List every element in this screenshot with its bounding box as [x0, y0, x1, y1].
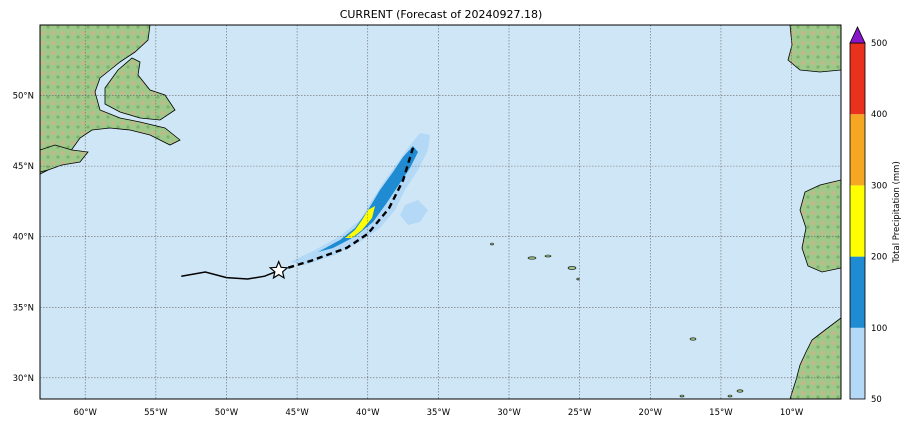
land-ireland: [787, 25, 841, 73]
longitude-tick-label: 55°W: [144, 408, 168, 418]
latitude-tick-label: 30°N: [13, 374, 34, 384]
longitude-tick-label: 15°W: [709, 408, 733, 418]
azores-islands: [490, 242, 580, 281]
land-newfoundland: [104, 57, 176, 121]
latitude-tick-label: 40°N: [13, 233, 34, 243]
colorbar-tick-label: 500: [871, 39, 887, 49]
colorbar-extend-triangle: [849, 26, 866, 44]
latitude-tick-label: 45°N: [13, 162, 34, 172]
star-icon: [268, 260, 289, 280]
colorbar-tick-label: 100: [871, 324, 887, 334]
colorbar-segment: [850, 43, 865, 115]
colorbar-segment: [850, 114, 865, 186]
land-africa: [789, 317, 841, 399]
colorbar-tick-label: 200: [871, 253, 887, 263]
latitude-tick-label: 35°N: [13, 303, 34, 313]
longitude-tick-label: 40°W: [356, 408, 380, 418]
longitude-tick-label: 10°W: [780, 408, 804, 418]
atlantic-islands-south: [679, 337, 744, 398]
longitude-tick-label: 20°W: [639, 408, 663, 418]
colorbar-tick-label: 300: [871, 181, 887, 191]
colorbar-segment: [850, 185, 865, 257]
ocean: [40, 25, 841, 399]
latitude-tick-labels: 30°N 35°N 40°N 45°N 50°N: [13, 92, 34, 384]
map-title: CURRENT (Forecast of 20240927.18): [340, 8, 543, 21]
land-iberia: [799, 179, 841, 273]
latitude-tick-label: 50°N: [13, 92, 34, 102]
longitude-tick-label: 60°W: [73, 408, 97, 418]
longitude-tick-label: 25°W: [568, 408, 592, 418]
longitude-tick-label: 35°W: [427, 408, 451, 418]
map-gridlines: [40, 25, 841, 399]
past-storm-track: [181, 269, 279, 280]
longitude-tick-label: 45°W: [285, 408, 309, 418]
longitude-tick-label: 50°W: [215, 408, 239, 418]
colorbar-tick-label: 50: [871, 395, 882, 405]
colorbar-segment: [850, 256, 865, 328]
colorbar-tick-label: 400: [871, 110, 887, 120]
land-nova-scotia: [40, 144, 89, 173]
map-area: [40, 25, 841, 399]
map-border: [39, 24, 842, 400]
longitude-tick-label: 30°W: [497, 408, 521, 418]
precipitation-colorbar: [849, 42, 866, 400]
colorbar-tick-labels: 50 100 200 300 400 500: [871, 39, 887, 405]
forecast-storm-track: [278, 147, 415, 272]
longitude-tick-labels: 60°W 55°W 50°W 45°W 40°W 35°W 30°W 25°W 20°W 15°W…: [73, 408, 803, 418]
colorbar-label: Total Precipitation (mm): [892, 161, 902, 264]
colorbar-segment: [850, 327, 865, 399]
